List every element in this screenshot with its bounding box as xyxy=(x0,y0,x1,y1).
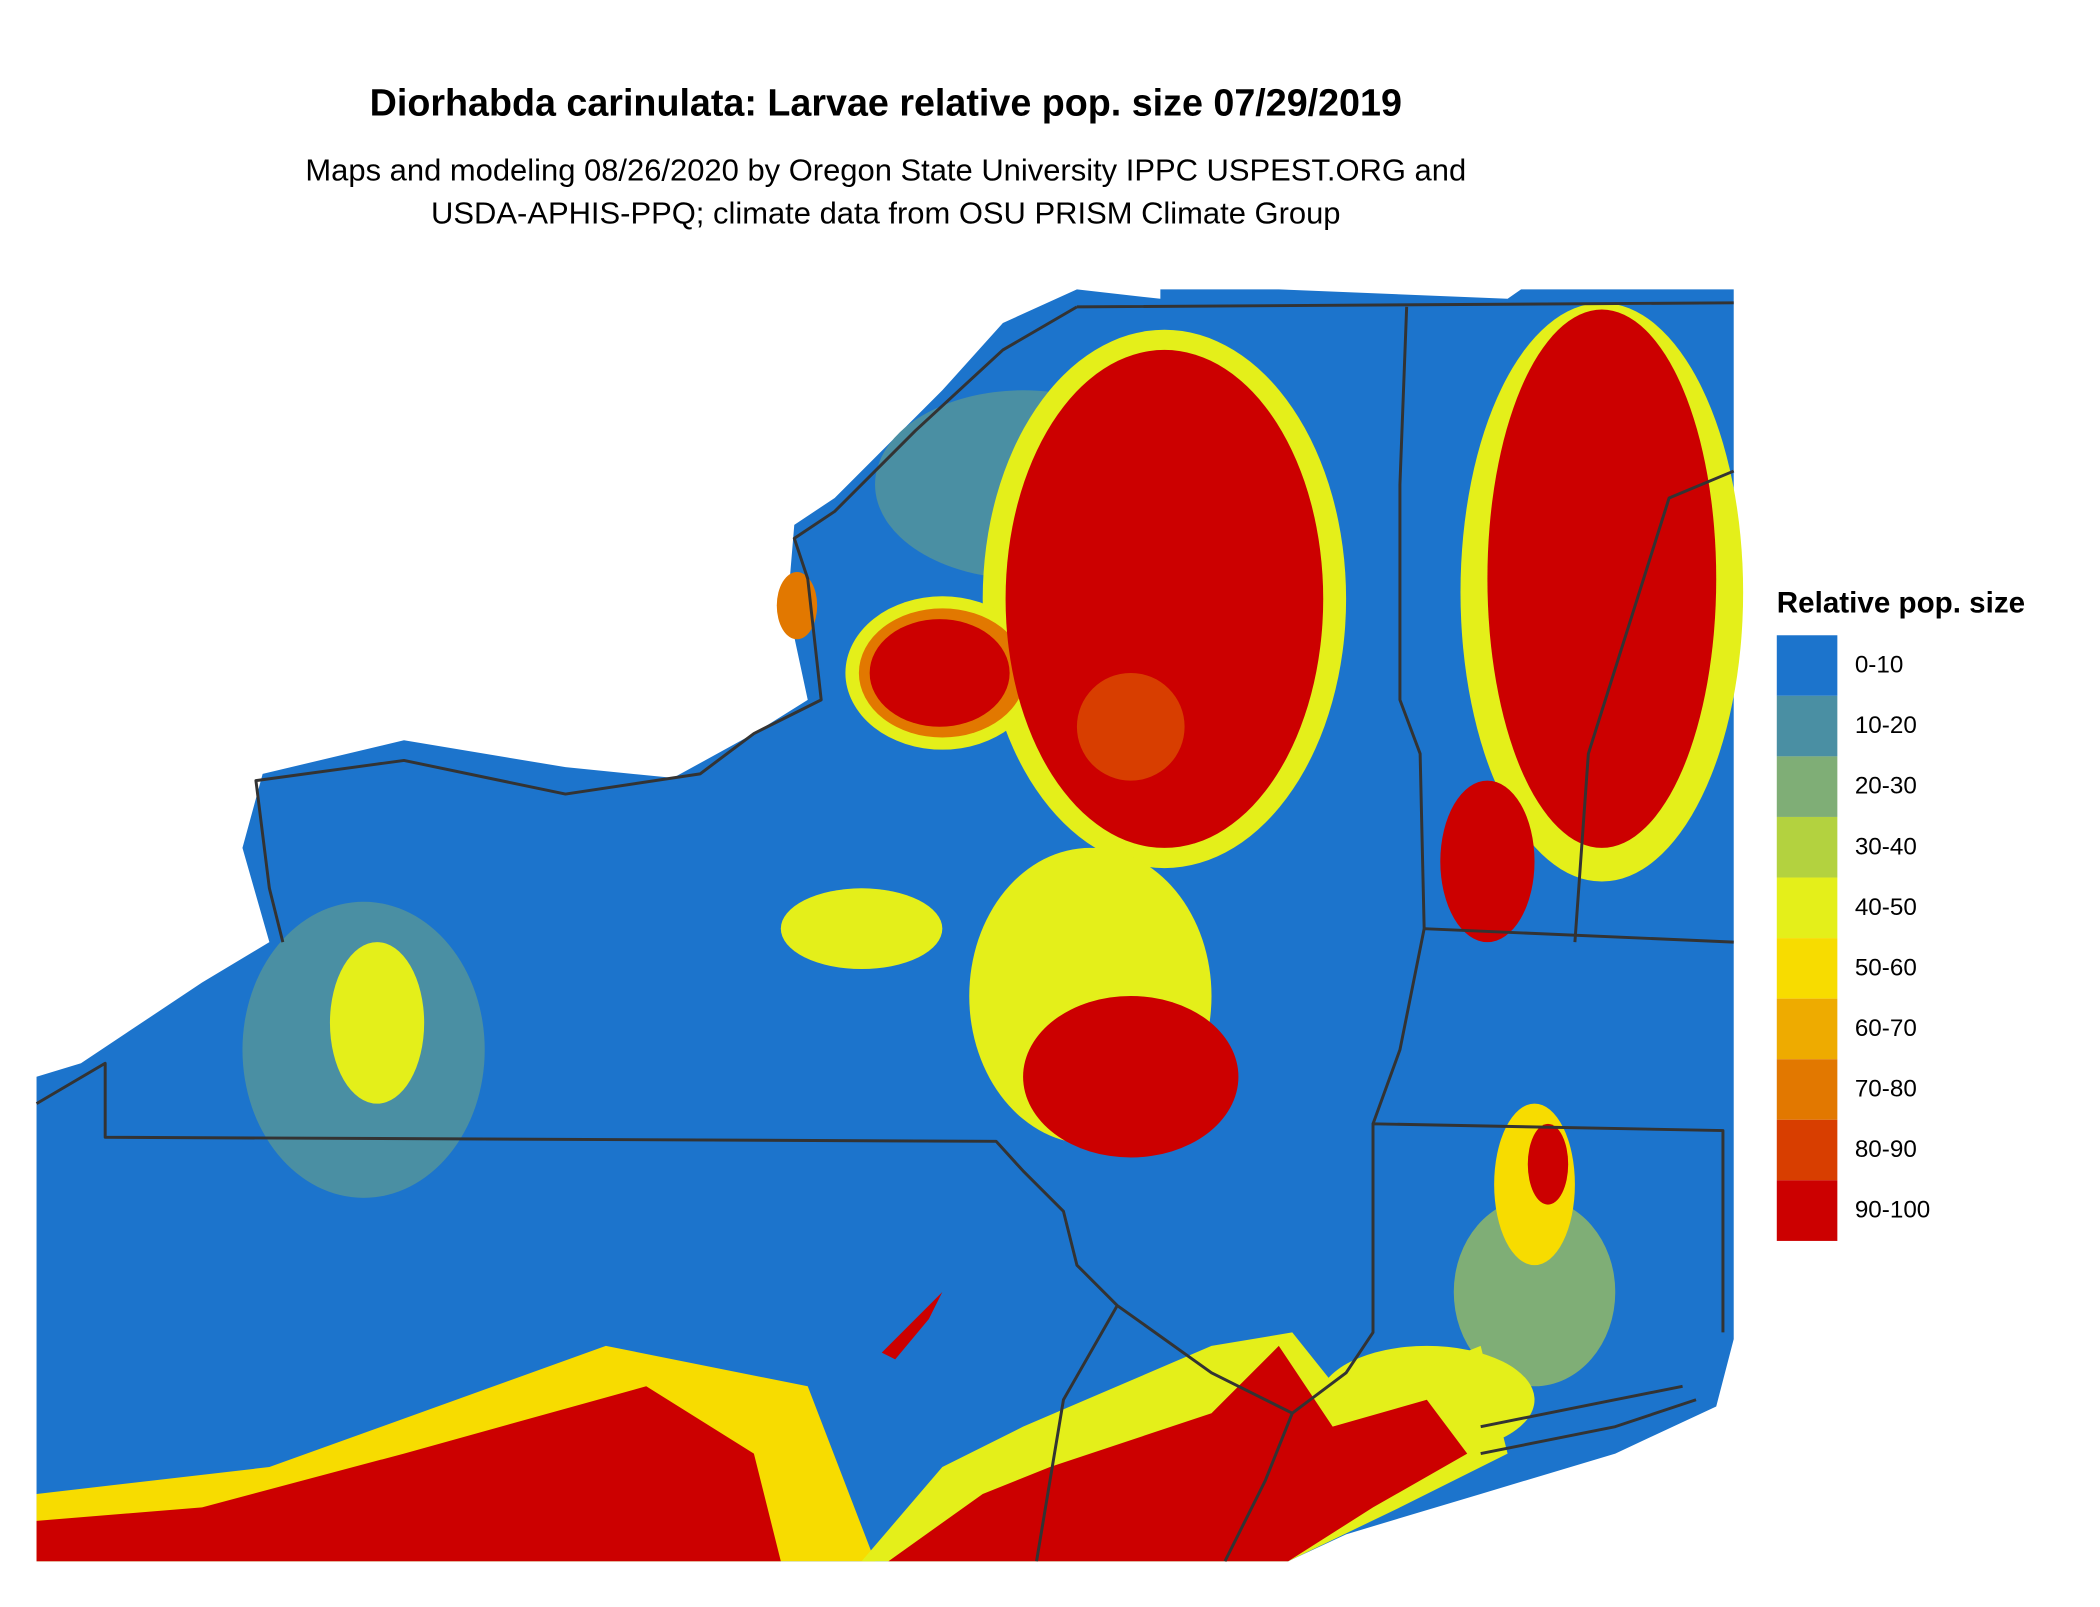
legend-label: 60-70 xyxy=(1855,1015,1917,1042)
legend-swatch xyxy=(1776,877,1838,939)
border-line xyxy=(1035,1304,1697,1562)
legend-swatch xyxy=(1776,938,1838,999)
legend: 0-10 10-20 20-30 30-40 40-50 50-60 60-70 70-80 8… xyxy=(1776,635,1930,1241)
legend-swatch xyxy=(1776,756,1838,817)
map-subtitle: Maps and modeling 08/26/2020 by Oregon S… xyxy=(305,152,1466,187)
legend-label: 30-40 xyxy=(1855,833,1917,860)
region xyxy=(329,942,425,1104)
legend-swatch xyxy=(1776,816,1838,878)
region xyxy=(869,619,1010,727)
legend-swatch xyxy=(1776,1059,1838,1120)
legend-label: 70-80 xyxy=(1855,1076,1917,1103)
map-title: Diorhabda carinulata: Larvae relative po… xyxy=(370,82,1402,124)
map-subtitle: USDA-APHIS-PPQ; climate data from OSU PR… xyxy=(431,195,1340,230)
legend-title: Relative pop. size xyxy=(1777,586,2025,619)
legend-label: 10-20 xyxy=(1855,712,1917,739)
legend-swatch xyxy=(1776,695,1838,757)
region xyxy=(1005,349,1324,848)
legend-label: 20-30 xyxy=(1855,773,1917,800)
legend-swatch xyxy=(1776,1180,1838,1241)
legend-label: 90-100 xyxy=(1855,1197,1930,1224)
map-raster xyxy=(36,289,1744,1562)
border-line xyxy=(254,301,1734,943)
region xyxy=(1023,995,1239,1158)
region xyxy=(1453,1197,1616,1387)
legend-swatch xyxy=(1776,998,1838,1060)
legend-label: 40-50 xyxy=(1855,894,1917,921)
legend-label: 0-10 xyxy=(1855,652,1903,679)
region xyxy=(780,888,943,970)
region xyxy=(36,1386,781,1562)
legend-swatch xyxy=(1776,1119,1838,1181)
region xyxy=(776,572,818,640)
region xyxy=(1440,780,1535,943)
state-borders xyxy=(35,301,1735,1562)
legend-label: 50-60 xyxy=(1855,954,1917,981)
region xyxy=(881,1292,943,1360)
border-line xyxy=(1398,306,1735,943)
region xyxy=(1487,309,1717,848)
region xyxy=(1076,672,1185,781)
border-line xyxy=(1371,927,1734,1125)
region xyxy=(1527,1123,1569,1205)
legend-swatch xyxy=(1776,635,1838,696)
region xyxy=(888,1345,1468,1562)
legend-label: 80-90 xyxy=(1855,1136,1917,1163)
